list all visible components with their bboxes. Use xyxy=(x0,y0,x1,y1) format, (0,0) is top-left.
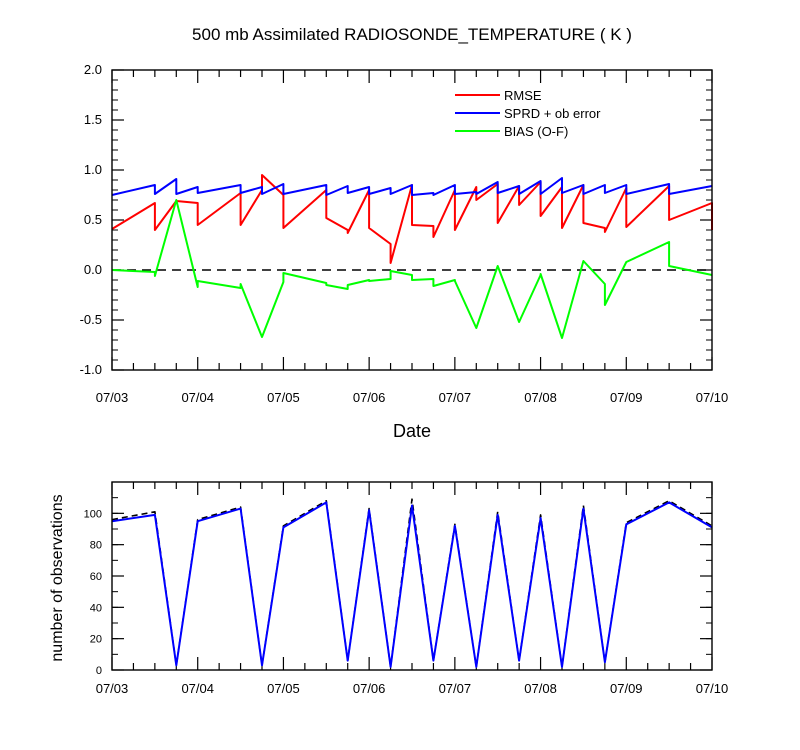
y-tick-label: 40 xyxy=(90,602,102,614)
plot-frame xyxy=(111,69,713,371)
series-line-rmse xyxy=(111,174,713,264)
top-plot-axes: 07/03 07/04 07/05 07/06 07/07 07/08 07/09 07/10… xyxy=(80,62,729,405)
y-tick-label: -1.0 xyxy=(80,362,102,377)
series-line-bias xyxy=(111,199,713,339)
x-tick-label: 07/08 xyxy=(524,390,557,405)
x-tick-label: 07/07 xyxy=(439,390,472,405)
x-tick-label: 07/03 xyxy=(96,681,129,696)
legend: RMSE SPRD + ob error BIAS (O-F) xyxy=(455,88,601,139)
y-tick-label: 0 xyxy=(96,665,102,677)
x-tick-label: 07/03 xyxy=(96,390,129,405)
x-axis-label: Date xyxy=(393,421,431,441)
series-line-sprd xyxy=(111,177,713,196)
legend-label-rmse: RMSE xyxy=(504,88,542,103)
y-tick-label: 1.5 xyxy=(84,112,102,127)
y-tick-label: 20 xyxy=(90,634,102,646)
x-tick-label: 07/05 xyxy=(267,681,300,696)
x-tick-label: 07/08 xyxy=(524,681,557,696)
x-tick-label: 07/04 xyxy=(181,681,214,696)
chart-title: 500 mb Assimilated RADIOSONDE_TEMPERATUR… xyxy=(192,25,632,44)
bottom-plot-frame xyxy=(111,481,713,671)
bottom-plot-series xyxy=(111,498,713,668)
y-tick-label: 100 xyxy=(84,508,102,520)
y-tick-label: 0.0 xyxy=(84,262,102,277)
x-tick-label: 07/09 xyxy=(610,681,643,696)
y-tick-label: 60 xyxy=(90,571,102,583)
legend-label-bias: BIAS (O-F) xyxy=(504,124,568,139)
x-tick-label: 07/06 xyxy=(353,681,386,696)
series-line-assimilated xyxy=(111,501,713,668)
series-line-possible xyxy=(111,498,713,668)
y-tick-label: 80 xyxy=(90,540,102,552)
plot-frame xyxy=(111,481,713,671)
top-plot-series xyxy=(111,174,713,339)
legend-label-sprd: SPRD + ob error xyxy=(504,106,601,121)
x-tick-label: 07/09 xyxy=(610,390,643,405)
x-tick-label: 07/07 xyxy=(439,681,472,696)
y-tick-label: -0.5 xyxy=(80,312,102,327)
y-tick-label: 2.0 xyxy=(84,62,102,77)
y-tick-label: 1.0 xyxy=(84,162,102,177)
x-tick-label: 07/06 xyxy=(353,390,386,405)
y-axis-label: number of observations xyxy=(49,494,66,661)
x-tick-label: 07/10 xyxy=(696,681,729,696)
x-tick-label: 07/05 xyxy=(267,390,300,405)
bottom-plot-axes: 07/03 07/04 07/05 07/06 07/07 07/08 07/09 07/10… xyxy=(84,481,729,696)
x-tick-label: 07/04 xyxy=(181,390,214,405)
y-tick-label: 0.5 xyxy=(84,212,102,227)
x-tick-label: 07/10 xyxy=(696,390,729,405)
top-plot-frame xyxy=(111,69,713,371)
